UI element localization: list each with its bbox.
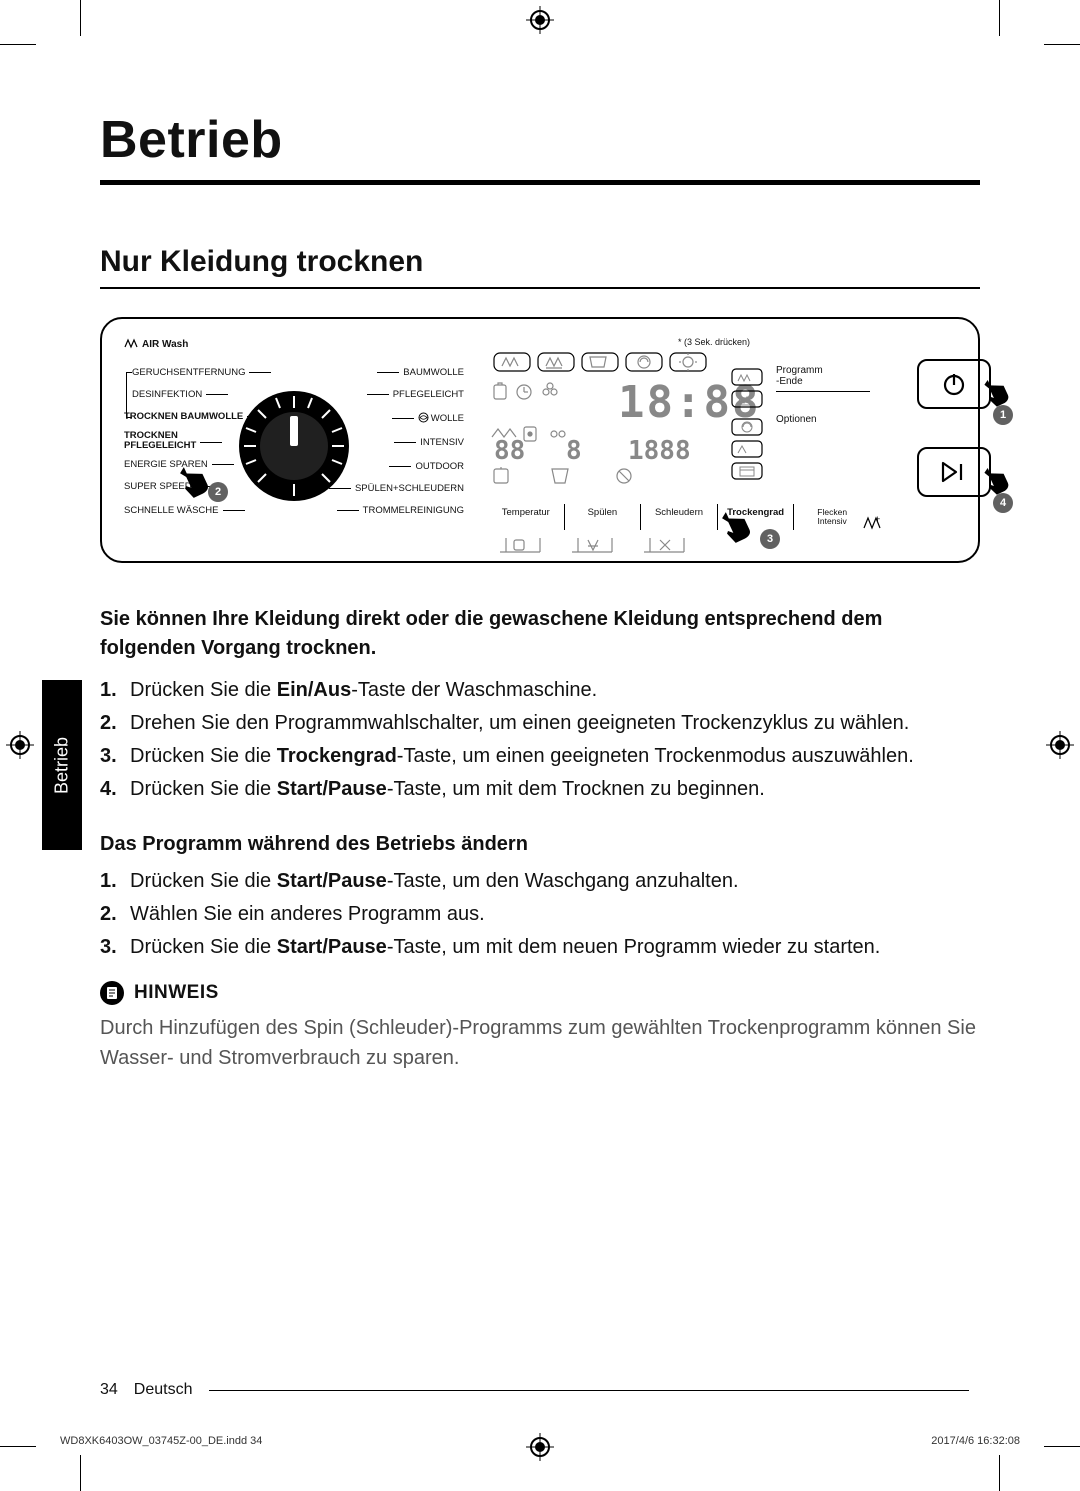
step-item: Drücken Sie die Start/Pause-Taste, um de… xyxy=(130,866,980,897)
crop-mark xyxy=(80,0,81,36)
optionen-label: Optionen xyxy=(776,414,870,425)
program-label: BAUMWOLLE xyxy=(373,368,464,378)
play-pause-icon xyxy=(941,461,967,483)
crop-mark xyxy=(80,1455,81,1491)
display-area: * (3 Sek. drücken) xyxy=(488,337,870,543)
option-buttons-row: Temperatur Spülen Schleudern Trockengrad… xyxy=(488,504,870,530)
step-item: Drücken Sie die Start/Pause-Taste, um mi… xyxy=(130,774,980,805)
program-label: DESINFEKTION xyxy=(132,390,232,400)
imprint-file: WD8XK6403OW_03745Z-00_DE.indd 34 xyxy=(60,1435,262,1447)
crop-mark xyxy=(0,1446,36,1447)
svg-text:88: 88 xyxy=(494,436,525,466)
press-note: * (3 Sek. drücken) xyxy=(488,337,870,347)
program-dial-icon xyxy=(234,386,354,506)
steps-list-main: Drücken Sie die Ein/Aus-Taste der Waschm… xyxy=(100,675,980,805)
page-number: 34 xyxy=(100,1381,118,1399)
callout-badge: 4 xyxy=(993,493,1013,513)
registration-mark-icon xyxy=(6,731,34,759)
power-icon xyxy=(941,371,967,397)
callout-badge: 1 xyxy=(993,405,1013,425)
program-label: WOLLE xyxy=(388,412,464,424)
program-label: PFLEGELEICHT xyxy=(363,390,464,400)
steps-list-sub: Drücken Sie die Start/Pause-Taste, um de… xyxy=(100,866,980,963)
add-wash-icon: + xyxy=(862,514,882,537)
subheading: Das Programm während des Betriebs ändern xyxy=(100,833,980,856)
program-label: TROMMELREINIGUNG xyxy=(333,506,464,516)
registration-mark-icon xyxy=(1046,731,1074,759)
air-wash-icon xyxy=(124,337,138,352)
lcd-display: 18:88 88 8 1888 xyxy=(488,351,768,496)
step-item: Drücken Sie die Ein/Aus-Taste der Waschm… xyxy=(130,675,980,706)
step-item: Wählen Sie ein anderes Programm aus. xyxy=(130,899,980,930)
air-wash-text: AIR Wash xyxy=(142,339,188,350)
program-label: GERUCHSENTFERNUNG xyxy=(132,368,275,378)
program-label: TROCKNEN PFLEGELEICHT xyxy=(124,431,226,451)
svg-text:8: 8 xyxy=(566,436,582,466)
page-title: Betrieb xyxy=(100,110,980,185)
crop-mark xyxy=(999,1455,1000,1491)
crop-mark xyxy=(1044,44,1080,45)
program-dial-area: AIR Wash GERUCHSENTFERNUNG DESINFEKTION … xyxy=(124,337,464,543)
note-heading: HINWEIS xyxy=(100,981,980,1005)
option-button-label: Temperatur xyxy=(488,504,565,530)
selector-icons xyxy=(488,534,870,558)
section-heading: Nur Kleidung trocknen xyxy=(100,245,980,289)
svg-text:+: + xyxy=(875,514,880,524)
side-tab: Betrieb xyxy=(42,680,82,850)
note-body: Durch Hinzufügen des Spin (Schleuder)-Pr… xyxy=(100,1013,980,1073)
svg-text:1888: 1888 xyxy=(628,436,691,466)
step-item: Drücken Sie die Start/Pause-Taste, um mi… xyxy=(130,932,980,963)
page-language: Deutsch xyxy=(134,1381,193,1399)
option-button-label: Flecken Intensiv xyxy=(794,504,870,530)
callout-badge: 3 xyxy=(760,529,780,549)
intro-text: Sie können Ihre Kleidung direkt oder die… xyxy=(100,605,980,663)
option-button-label: Spülen xyxy=(565,504,642,530)
wool-icon xyxy=(418,412,429,423)
step-item: Drehen Sie den Programmwahlschalter, um … xyxy=(130,708,980,739)
crop-mark xyxy=(1044,1446,1080,1447)
crop-mark xyxy=(999,0,1000,36)
program-label: INTENSIV xyxy=(390,438,464,448)
power-play-area: 1 4 xyxy=(894,337,1014,543)
page-footer: 34 Deutsch xyxy=(100,1381,969,1399)
control-panel-figure: AIR Wash GERUCHSENTFERNUNG DESINFEKTION … xyxy=(100,317,980,563)
note-label: HINWEIS xyxy=(134,982,219,1004)
option-button-label: Schleudern xyxy=(641,504,718,530)
crop-mark xyxy=(0,44,36,45)
imprint-timestamp: 2017/4/6 16:32:08 xyxy=(931,1435,1020,1447)
note-icon xyxy=(100,981,124,1005)
display-right-labels: Programm -Ende Optionen xyxy=(776,351,870,496)
air-wash-label: AIR Wash xyxy=(124,337,464,352)
callout-badge: 2 xyxy=(208,482,228,502)
programm-ende-label: Programm -Ende xyxy=(776,365,870,392)
page: Betrieb Betrieb Nur Kleidung trocknen AI… xyxy=(0,0,1080,1491)
program-label: OUTDOOR xyxy=(385,462,464,472)
step-item: Drücken Sie die Trockengrad-Taste, um ei… xyxy=(130,741,980,772)
footer-rule xyxy=(209,1390,969,1391)
registration-mark-icon xyxy=(526,6,554,34)
imprint: WD8XK6403OW_03745Z-00_DE.indd 34 2017/4/… xyxy=(60,1435,1020,1447)
